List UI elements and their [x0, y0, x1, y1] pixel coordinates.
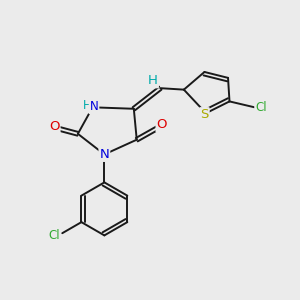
- Text: Cl: Cl: [48, 229, 60, 242]
- Text: H: H: [148, 74, 158, 87]
- Text: N: N: [100, 148, 109, 161]
- Text: S: S: [200, 108, 209, 121]
- Text: H: H: [83, 99, 92, 112]
- Text: O: O: [49, 120, 60, 133]
- Text: O: O: [157, 118, 167, 131]
- Text: N: N: [90, 100, 98, 113]
- Text: Cl: Cl: [255, 101, 267, 114]
